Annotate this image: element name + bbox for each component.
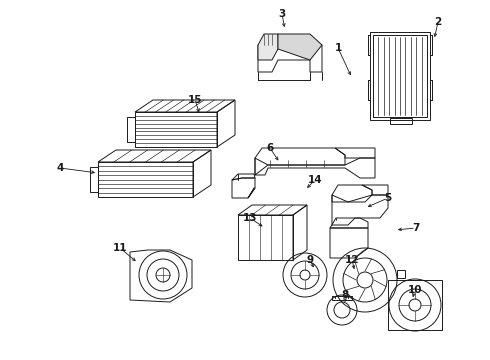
Text: 7: 7 bbox=[412, 223, 420, 233]
Polygon shape bbox=[278, 34, 322, 60]
Text: 9: 9 bbox=[306, 255, 314, 265]
Text: 2: 2 bbox=[434, 17, 441, 27]
Text: 1: 1 bbox=[334, 43, 342, 53]
Text: 15: 15 bbox=[188, 95, 202, 105]
Text: 3: 3 bbox=[278, 9, 286, 19]
Text: 4: 4 bbox=[56, 163, 64, 173]
Text: 8: 8 bbox=[342, 290, 348, 300]
Text: 5: 5 bbox=[384, 193, 392, 203]
Text: 6: 6 bbox=[267, 143, 273, 153]
Text: 13: 13 bbox=[243, 213, 257, 223]
Text: 12: 12 bbox=[345, 255, 359, 265]
Text: 11: 11 bbox=[113, 243, 127, 253]
Text: 14: 14 bbox=[308, 175, 322, 185]
Polygon shape bbox=[258, 34, 278, 60]
Text: 10: 10 bbox=[408, 285, 422, 295]
